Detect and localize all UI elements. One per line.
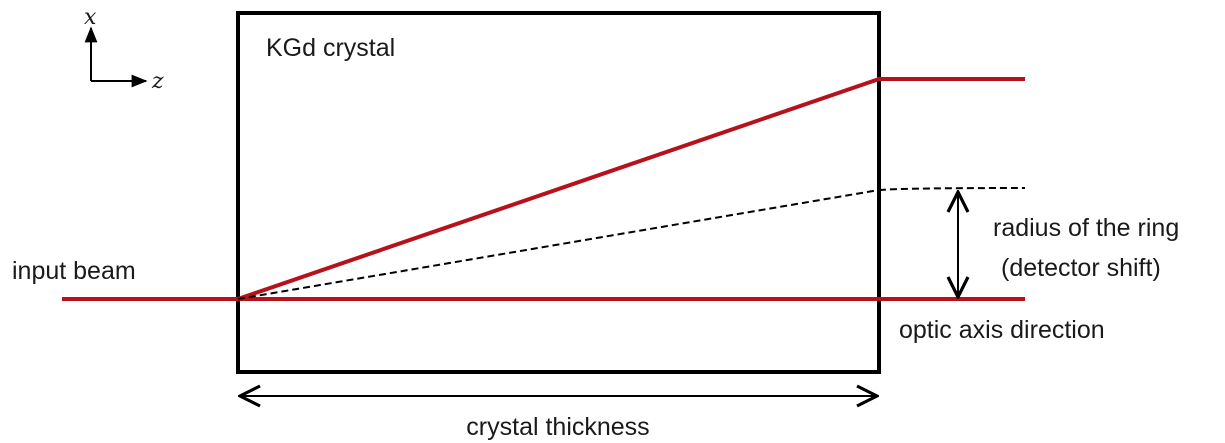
x-axis-label: x [84, 5, 97, 30]
dashed-exit-curve [878, 187, 1026, 191]
crystal-box [236, 11, 881, 374]
z-axis-label: z [151, 69, 164, 94]
thickness-label: crystal thickness [466, 413, 649, 441]
optic-axis-label: optic axis direction [899, 316, 1105, 344]
dashed-refracted-line [237, 189, 880, 300]
crystal-label: KGd crystal [266, 34, 395, 62]
radius-label-line1: radius of the ring [993, 214, 1179, 242]
radius-label-line2: (detector shift) [1001, 254, 1161, 282]
refracted-beam-line [237, 77, 880, 301]
input-beam-label: input beam [12, 257, 136, 285]
dashed-guide [237, 187, 1026, 300]
axes-indicator: x z [84, 5, 164, 94]
beams [62, 77, 1025, 301]
